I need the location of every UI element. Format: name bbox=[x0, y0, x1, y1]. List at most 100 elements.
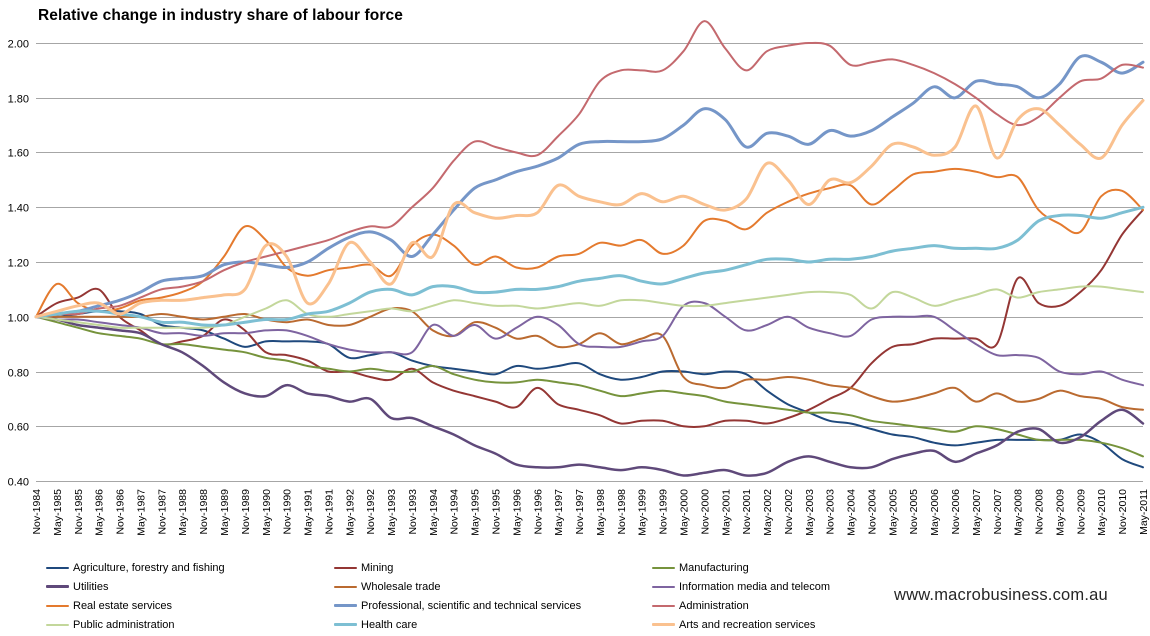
x-axis-tick-label: May-2005 bbox=[887, 489, 899, 536]
x-axis-tick-label: May-1995 bbox=[470, 489, 482, 536]
legend-swatch-administration bbox=[652, 604, 675, 607]
legend-item-utilities: Utilities bbox=[46, 581, 334, 593]
x-axis-tick-label: May-2011 bbox=[1138, 489, 1150, 535]
x-axis-tick-label: May-1989 bbox=[219, 489, 231, 536]
legend-label: Utilities bbox=[73, 580, 109, 593]
series-line-utilities bbox=[34, 315, 1145, 477]
legend-label: Information media and telecom bbox=[679, 580, 831, 593]
legend-label: Administration bbox=[679, 599, 749, 612]
x-axis-tick-label: Nov-1991 bbox=[323, 489, 335, 535]
x-axis-tick-label: May-2000 bbox=[678, 489, 690, 536]
legend-swatch-professional-scientific-and-technical-services bbox=[334, 604, 357, 607]
legend-label: Professional, scientific and technical s… bbox=[361, 599, 582, 612]
legend-label: Health care bbox=[361, 618, 418, 631]
x-axis-tick-label: Nov-2009 bbox=[1075, 489, 1087, 535]
x-axis-tick-label: Nov-2001 bbox=[741, 489, 753, 535]
series-line-professional-scientific-and-technical-services bbox=[34, 54, 1145, 319]
y-axis-tick-label: 0.40 bbox=[8, 477, 29, 489]
legend-swatch-wholesale-trade bbox=[334, 585, 357, 588]
legend-item-mining: Mining bbox=[334, 562, 652, 574]
legend-item-arts-and-recreation-services: Arts and recreation services bbox=[652, 619, 906, 631]
x-axis-tick-label: Nov-2003 bbox=[825, 489, 837, 535]
chart-title: Relative change in industry share of lab… bbox=[38, 7, 403, 24]
x-axis-tick-label: Nov-1997 bbox=[574, 489, 586, 535]
series-line-agriculture-forestry-and-fishing bbox=[35, 309, 1144, 469]
x-axis-tick-label: May-2003 bbox=[804, 489, 816, 536]
x-axis-tick-label: May-2001 bbox=[720, 489, 732, 536]
x-axis-tick-label: May-2006 bbox=[929, 489, 941, 536]
legend-swatch-mining bbox=[334, 566, 357, 569]
series-line-real-estate-services bbox=[35, 167, 1144, 318]
legend-item-information-media-and-telecom: Information media and telecom bbox=[652, 581, 906, 593]
legend-swatch-utilities bbox=[46, 585, 69, 588]
legend-swatch-real-estate-services bbox=[46, 604, 69, 607]
x-axis-tick-label: May-1991 bbox=[303, 489, 315, 536]
y-axis-tick-label: 2.00 bbox=[8, 39, 29, 51]
x-axis-tick-label: May-1986 bbox=[94, 489, 106, 536]
series-line-wholesale-trade bbox=[35, 307, 1144, 411]
x-axis-tick-label: May-2002 bbox=[762, 489, 774, 536]
x-axis-tick-label: May-2004 bbox=[846, 489, 858, 536]
x-axis-tick-label: Nov-2005 bbox=[908, 489, 920, 535]
y-axis-tick-label: 1.00 bbox=[8, 313, 29, 325]
y-axis-tick-label: 1.60 bbox=[8, 148, 29, 160]
legend-swatch-information-media-and-telecom bbox=[652, 585, 675, 588]
x-axis-tick-label: Nov-1995 bbox=[491, 489, 503, 535]
x-axis-tick-label: Nov-2006 bbox=[950, 489, 962, 535]
legend-item-health-care: Health care bbox=[334, 619, 652, 631]
x-axis-tick-label: Nov-2000 bbox=[699, 489, 711, 535]
x-axis-tick-label: May-1993 bbox=[386, 489, 398, 536]
x-axis-tick-label: May-1985 bbox=[52, 489, 64, 536]
legend-label: Wholesale trade bbox=[361, 580, 441, 593]
x-axis-tick-label: Nov-2004 bbox=[866, 489, 878, 535]
x-axis-tick-label: Nov-1985 bbox=[73, 489, 85, 535]
x-axis-tick-label: Nov-2002 bbox=[783, 489, 795, 535]
x-axis-tick-label: May-1992 bbox=[344, 489, 356, 536]
legend-item-agriculture-forestry-and-fishing: Agriculture, forestry and fishing bbox=[46, 562, 334, 574]
watermark: www.macrobusiness.com.au bbox=[894, 586, 1108, 604]
x-axis-tick-label: May-2007 bbox=[971, 489, 983, 536]
x-axis-tick-label: May-1990 bbox=[261, 489, 273, 536]
legend-item-public-administration: Public administration bbox=[46, 619, 334, 631]
x-axis-tick-label: Nov-1988 bbox=[198, 489, 210, 535]
series-line-health-care bbox=[34, 205, 1145, 327]
legend-item-professional-scientific-and-technical-services: Professional, scientific and technical s… bbox=[334, 600, 652, 612]
x-axis-tick-label: May-1999 bbox=[637, 489, 649, 536]
x-axis-tick-label: Nov-1987 bbox=[156, 489, 168, 535]
x-axis-tick-label: Nov-1992 bbox=[365, 489, 377, 535]
x-axis-tick-label: May-1998 bbox=[595, 489, 607, 536]
x-axis-tick-label: Nov-1996 bbox=[532, 489, 544, 535]
y-axis-tick-label: 0.80 bbox=[8, 368, 29, 380]
legend-swatch-health-care bbox=[334, 623, 357, 626]
legend-label: Public administration bbox=[73, 618, 175, 631]
x-axis-tick-label: Nov-1998 bbox=[616, 489, 628, 535]
series-line-public-administration bbox=[35, 285, 1144, 329]
x-axis-tick-label: Nov-1990 bbox=[282, 489, 294, 535]
series-line-information-media-and-telecom bbox=[35, 300, 1144, 387]
x-axis-tick-label: May-1994 bbox=[428, 489, 440, 536]
legend-label: Arts and recreation services bbox=[679, 618, 816, 631]
x-axis-tick-label: May-2010 bbox=[1096, 489, 1108, 536]
legend-label: Manufacturing bbox=[679, 561, 749, 574]
x-axis-tick-label: May-1996 bbox=[511, 489, 523, 536]
x-axis-tick-label: Nov-1984 bbox=[31, 489, 43, 535]
y-axis-tick-label: 0.60 bbox=[8, 422, 29, 434]
series-line-administration bbox=[35, 20, 1144, 318]
x-axis-tick-label: Nov-2008 bbox=[1034, 489, 1046, 535]
legend-swatch-public-administration bbox=[46, 623, 69, 626]
series-line-manufacturing bbox=[35, 315, 1144, 458]
y-axis-tick-label: 1.80 bbox=[8, 94, 29, 106]
legend-item-manufacturing: Manufacturing bbox=[652, 562, 906, 574]
legend-label: Mining bbox=[361, 561, 394, 574]
legend-label: Real estate services bbox=[73, 599, 173, 612]
x-axis-tick-label: Nov-2010 bbox=[1117, 489, 1129, 535]
y-axis-tick-label: 1.20 bbox=[8, 258, 29, 270]
legend-item-real-estate-services: Real estate services bbox=[46, 600, 334, 612]
x-axis-tick-label: May-1988 bbox=[177, 489, 189, 536]
legend-swatch-agriculture-forestry-and-fishing bbox=[46, 566, 69, 569]
x-axis-tick-label: Nov-1993 bbox=[407, 489, 419, 535]
x-axis-tick-label: May-1997 bbox=[553, 489, 565, 536]
legend-item-administration: Administration bbox=[652, 600, 906, 612]
